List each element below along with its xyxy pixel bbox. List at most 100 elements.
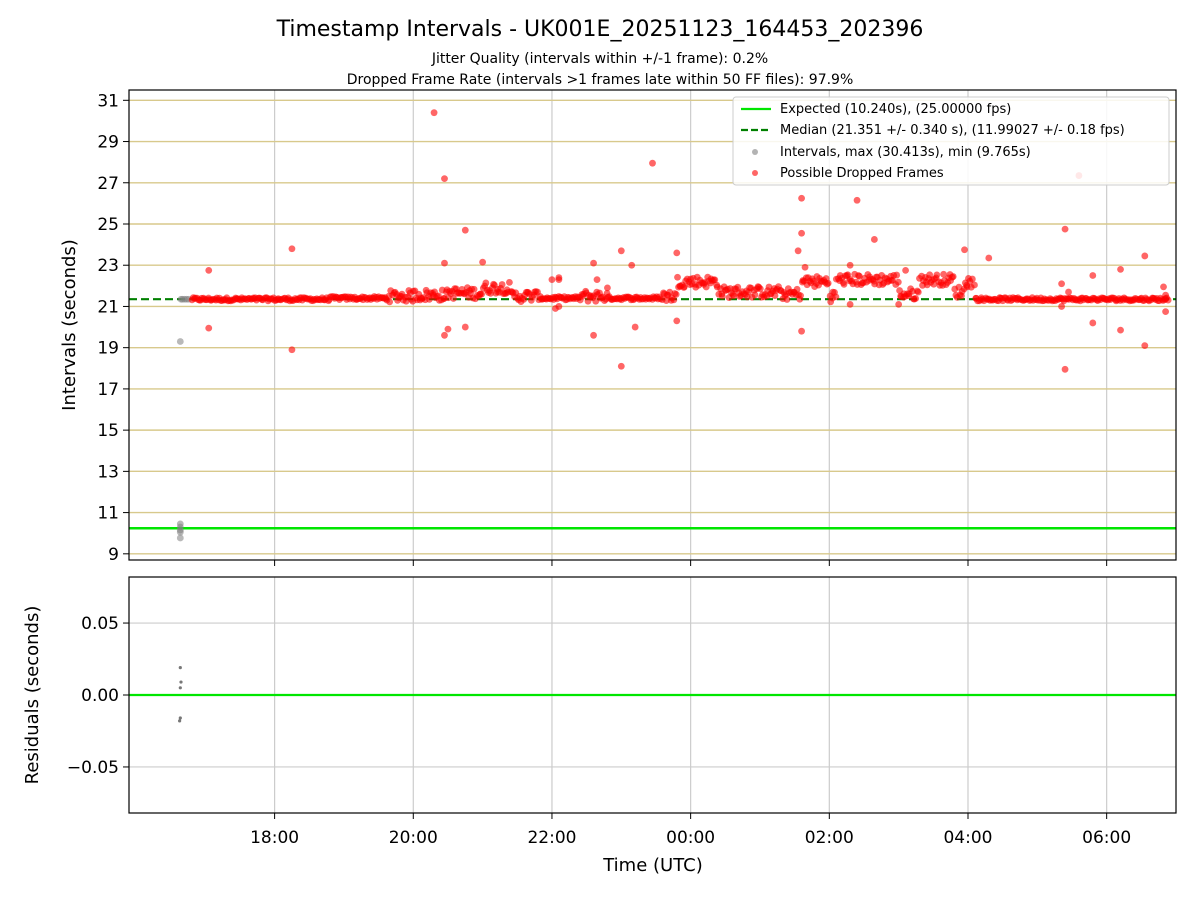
intervals-ytick-label-2: 13 xyxy=(97,462,119,482)
dropped-frame-point-815 xyxy=(895,300,903,308)
dropped-frame-point-801 xyxy=(631,323,639,331)
dropped-frame-point-321 xyxy=(592,297,600,305)
dropped-frame-point-452 xyxy=(756,285,764,293)
intervals-x-ticks xyxy=(274,560,1108,566)
residuals-xtick-label-0: 18:00 xyxy=(250,828,299,848)
dropped-frame-point-780 xyxy=(288,346,296,354)
dropped-frame-point-831 xyxy=(1162,308,1169,316)
dropped-frame-point-385 xyxy=(672,290,680,298)
dropped-frame-point-464 xyxy=(771,292,779,300)
x-axis-label: Time (UTC) xyxy=(602,855,703,876)
dropped-frame-point-482 xyxy=(793,285,801,293)
dropped-frame-point-392 xyxy=(680,283,688,291)
dropped-frame-point-380 xyxy=(666,288,674,296)
dropped-frame-point-793 xyxy=(552,305,559,312)
legend-swatch-dropped xyxy=(752,170,758,176)
dropped-frame-point-809 xyxy=(798,327,805,335)
dropped-frame-point-448 xyxy=(751,291,759,299)
dropped-frame-point-593 xyxy=(933,271,941,279)
dropped-frame-point-513 xyxy=(832,293,840,301)
intervals-y-ticks: 9 11 13 15 17 19 21 23 25 27 29 31 xyxy=(97,91,129,565)
dropped-frame-point-485 xyxy=(797,292,804,299)
dropped-frame-point-817 xyxy=(985,254,993,262)
dropped-frame-point-383 xyxy=(670,296,678,304)
residuals-xtick-label-2: 22:00 xyxy=(527,828,576,848)
residuals-plot: 0.05 0.00 −0.05 18:00 20:00 22:00 00:00 02:00 0… xyxy=(22,576,1177,876)
residuals-y-axis-label: Residuals (seconds) xyxy=(22,606,43,785)
dropped-frame-point-520 xyxy=(840,280,848,288)
intervals-gray-points xyxy=(176,295,193,542)
dropped-frame-point-814 xyxy=(902,266,909,274)
interval-point-5 xyxy=(176,338,184,345)
intervals-ytick-label-7: 23 xyxy=(97,256,119,276)
chart-subtitle-dropped: Dropped Frame Rate (intervals >1 frames … xyxy=(347,72,854,88)
dropped-frame-point-157 xyxy=(386,298,394,306)
residuals-xtick-label-3: 00:00 xyxy=(666,828,715,848)
dropped-frame-point-791 xyxy=(555,274,563,281)
residual-point-2 xyxy=(178,686,182,690)
residual-point-4 xyxy=(178,719,182,723)
dropped-frame-point-785 xyxy=(444,325,452,333)
dropped-frame-point-812 xyxy=(853,196,861,204)
intervals-plot: 9 11 13 15 17 19 21 23 25 27 29 31 Intervals (secon… xyxy=(59,89,1177,566)
residuals-ytick-label-2: −0.05 xyxy=(67,758,119,778)
legend-swatch-intervals xyxy=(752,149,758,155)
dropped-frame-point-386 xyxy=(674,273,681,281)
dropped-frame-point-782 xyxy=(441,175,448,183)
dropped-frame-point-813 xyxy=(870,236,878,243)
dropped-frame-point-802 xyxy=(649,159,656,167)
dropped-frame-point-587 xyxy=(926,271,934,279)
dropped-frame-point-795 xyxy=(590,331,597,339)
dropped-frame-point-822 xyxy=(1065,288,1072,296)
dropped-frame-point-807 xyxy=(798,229,805,237)
dropped-frame-point-578 xyxy=(914,288,922,296)
dropped-frame-point-804 xyxy=(673,317,681,325)
dropped-frame-point-810 xyxy=(846,261,854,269)
dropped-frame-point-778 xyxy=(205,324,213,332)
dropped-frame-point-431 xyxy=(730,292,738,300)
dropped-frame-point-409 xyxy=(702,283,710,291)
dropped-frame-point-225 xyxy=(470,285,478,293)
interval-point-10 xyxy=(176,534,184,542)
dropped-frame-point-598 xyxy=(940,270,947,278)
residuals-y-ticks: 0.05 0.00 −0.05 xyxy=(67,614,129,778)
dropped-frame-point-806 xyxy=(798,194,805,202)
intervals-y-axis-label: Intervals (seconds) xyxy=(59,239,80,411)
legend-label-median: Median (21.351 +/- 0.340 s), (11.99027 +… xyxy=(780,123,1125,138)
dropped-frame-point-827 xyxy=(1117,326,1124,334)
intervals-ytick-label-6: 21 xyxy=(97,297,119,317)
residual-point-3 xyxy=(178,716,182,720)
dropped-frame-point-826 xyxy=(1117,265,1124,273)
dropped-frame-point-234 xyxy=(482,279,490,287)
intervals-ytick-label-0: 9 xyxy=(108,545,119,565)
dropped-frame-point-416 xyxy=(711,276,719,284)
intervals-ytick-label-9: 27 xyxy=(97,174,119,194)
dropped-frame-point-821 xyxy=(1061,365,1069,373)
residuals-xtick-label-1: 20:00 xyxy=(389,828,438,848)
dropped-frame-point-208 xyxy=(450,295,457,302)
residuals-points xyxy=(178,666,183,723)
dropped-frame-point-824 xyxy=(1089,272,1097,279)
interval-point-9 xyxy=(176,528,184,536)
dropped-frame-point-238 xyxy=(487,289,495,297)
dropped-frame-point-820 xyxy=(1061,225,1069,233)
dropped-frame-point-796 xyxy=(593,276,601,284)
dropped-frame-point-788 xyxy=(479,258,487,266)
dropped-frame-point-562 xyxy=(894,278,902,286)
residuals-xtick-label-6: 06:00 xyxy=(1082,828,1131,848)
residual-point-1 xyxy=(179,680,183,684)
dropped-frame-point-828 xyxy=(1141,252,1149,260)
dropped-frame-point-798 xyxy=(617,247,625,255)
dropped-frame-point-786 xyxy=(461,226,469,234)
dropped-frame-point-434 xyxy=(734,283,742,291)
dropped-frame-point-800 xyxy=(628,261,636,269)
residuals-ytick-label-0: 0.05 xyxy=(81,614,119,634)
dropped-frame-point-811 xyxy=(846,300,854,308)
dropped-frame-point-799 xyxy=(617,362,625,370)
dropped-frame-point-784 xyxy=(441,331,448,339)
dropped-frame-point-805 xyxy=(794,247,802,255)
intervals-red-points xyxy=(188,109,1172,373)
legend: Expected (10.240s), (25.00000 fps) Media… xyxy=(732,96,1170,186)
dropped-frame-point-829 xyxy=(1141,342,1149,350)
